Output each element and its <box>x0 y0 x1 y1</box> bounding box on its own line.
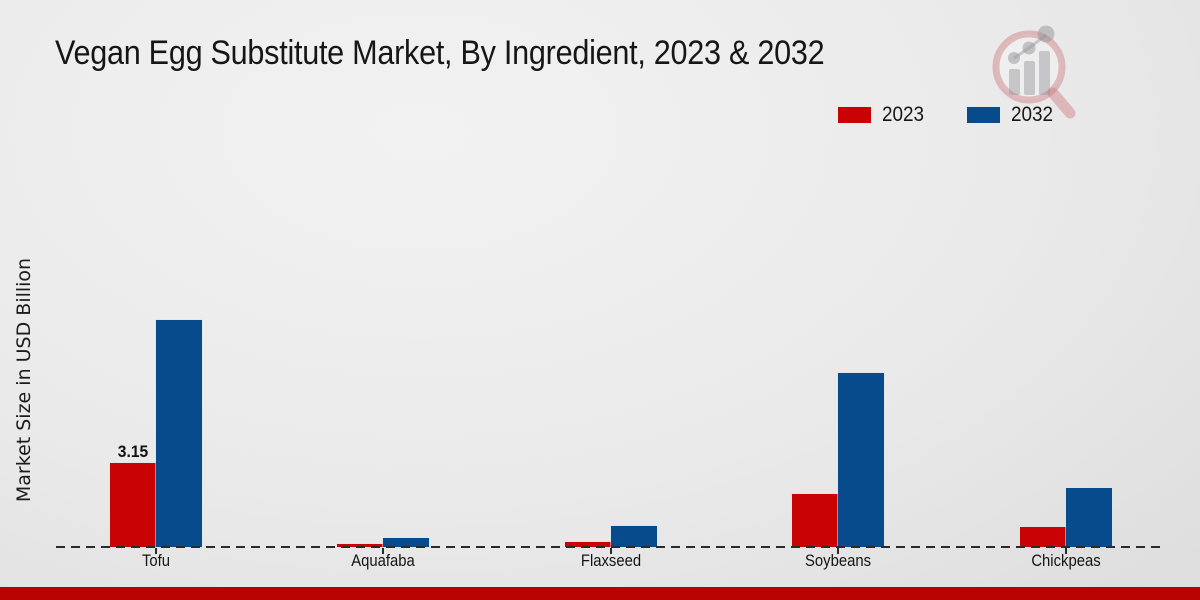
bar-2023-tofu <box>109 462 156 547</box>
magnifier-chart-logo-icon <box>992 25 1076 119</box>
x-axis-label-flaxseed: Flaxseed <box>580 552 641 570</box>
bar-2023-chickpeas <box>1019 526 1066 547</box>
legend: 2023 2032 <box>838 103 1057 127</box>
x-axis-tick <box>154 548 157 554</box>
legend-swatch-2023 <box>838 107 871 123</box>
bar-value-label: 3.15 <box>117 441 148 461</box>
x-axis-label-soybeans: Soybeans <box>804 552 872 570</box>
x-axis-tick <box>837 548 839 554</box>
x-axis-baseline <box>56 546 1164 548</box>
legend-item-2032: 2032 <box>966 103 1058 127</box>
bar-2032-tofu <box>155 320 202 547</box>
legend-label-2032: 2032 <box>1010 103 1053 126</box>
bar-2023-flaxseed <box>564 541 611 547</box>
bar-2032-soybeans <box>838 373 884 547</box>
bar-2032-chickpeas <box>1065 488 1112 547</box>
footer-accent-band <box>0 587 1200 600</box>
x-axis-tick <box>609 548 612 554</box>
x-axis-label-tofu: Tofu <box>141 552 170 570</box>
chart-title: Vegan Egg Substitute Market, By Ingredie… <box>55 34 825 72</box>
legend-item-2023: 2023 <box>838 103 929 127</box>
bar-2032-aquafaba <box>383 537 429 547</box>
bar-2032-flaxseed <box>610 525 657 547</box>
x-axis-tick <box>382 548 384 554</box>
legend-label-2023: 2023 <box>882 103 925 126</box>
bar-2023-aquafaba <box>337 544 383 547</box>
x-axis-tick <box>1064 548 1067 554</box>
x-axis-label-chickpeas: Chickpeas <box>1030 552 1101 570</box>
legend-swatch-2032 <box>966 107 1000 123</box>
bar-2023-soybeans <box>792 493 838 547</box>
x-axis-label-aquafaba: Aquafaba <box>351 552 415 570</box>
